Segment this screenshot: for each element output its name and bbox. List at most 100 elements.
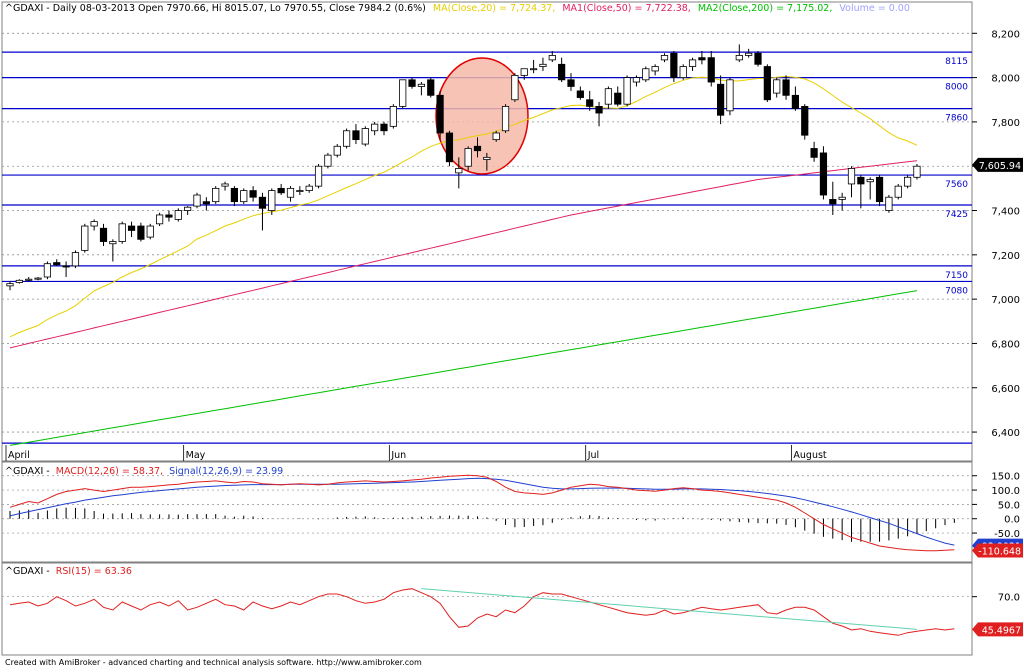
candle [455,157,463,189]
candle-body [258,196,267,209]
candle-body [155,214,164,225]
rsi-pane-border [1,562,973,656]
candle [595,101,603,127]
candle-body [286,187,295,198]
candle-body [483,156,491,160]
candle-body [707,57,715,83]
candle-body [530,68,538,71]
candle [763,64,771,102]
candle-body [642,68,650,81]
rsi-header: ^GDAXI - RSI(15) = 63.36 [5,566,132,577]
candle [212,186,220,204]
candle-body [875,176,884,203]
ma50-line [9,160,918,349]
last-price-label: 7,605.94 [979,161,1021,172]
candle [501,104,510,133]
candle-body [333,145,341,156]
candle-body [146,225,154,238]
candle [184,206,192,215]
y-tick-label: 8,200 [991,29,1020,40]
candle-body [614,92,622,105]
candle [417,82,426,96]
candle [25,276,33,282]
candle [165,210,173,222]
candle-body [53,262,61,266]
candle [473,137,482,158]
candle-body [417,83,426,87]
candle [670,51,678,83]
y-tick-label: 6,800 [991,339,1020,350]
title-text: ^GDAXI - Daily 08-03-2013 Open 7970.66, … [5,3,426,14]
candle-body [885,196,893,211]
candle-body [43,263,52,278]
candle-body [174,210,182,220]
candle-body [118,223,126,242]
macd-value-tag-label: -110.648 [978,546,1021,557]
candle [408,77,416,89]
candle-body [810,148,818,158]
candle [127,221,136,238]
candle [567,73,575,91]
y-tick-label: 7,000 [991,295,1020,306]
candle-body [427,79,435,96]
candle [819,146,828,200]
macd-tick-label: 150.0 [991,472,1020,483]
candle-body [894,185,902,198]
candle [427,77,435,98]
macd-gridlines [2,475,972,534]
candle [558,57,566,83]
macd-header-prefix: ^GDAXI - [5,466,50,477]
candle [511,73,519,102]
candle-body [838,196,846,200]
candle-body [90,221,98,227]
candle [642,66,650,83]
macd-tick-label: 50.0 [998,500,1020,511]
y-tick-label: 7,400 [991,207,1020,218]
candle-body [193,194,201,207]
level-label: 7860 [945,114,968,124]
candle-body [773,79,781,94]
candle [829,181,837,215]
candle [314,164,323,189]
candle [268,188,276,215]
candle [717,75,725,125]
candle-body [511,74,519,101]
candle [258,192,267,231]
candle-body [99,227,108,242]
candle-body [866,179,874,183]
candle [623,75,631,107]
candle-body [763,66,771,101]
candle-body [726,79,734,112]
candle [34,276,42,281]
candle [904,175,912,189]
candle-body [847,168,856,185]
candle-body [754,52,762,65]
candle [99,223,108,246]
candle-body [408,79,416,87]
candle [548,51,556,63]
rsi-axis: 70.0 45.4967 [972,593,1023,637]
candle [43,261,52,280]
candle [240,188,248,204]
candle [109,239,117,262]
candle [193,192,201,209]
candle-body [576,90,584,98]
candle [15,279,23,284]
candle [530,59,538,74]
candle [838,192,846,211]
candle-body [801,106,809,136]
month-label: April [8,450,30,461]
candle-body [71,252,80,267]
level-label: 7150 [945,271,968,281]
candle-body [473,145,482,152]
macd-tick-label: 100.0 [991,486,1020,497]
candle-body [212,187,220,203]
macd-header: ^GDAXI - MACD(12,26) = 58.37, Signal(12,… [5,466,283,477]
candle [539,57,547,71]
candle [155,212,164,227]
candle [688,57,697,71]
macd-legend: MACD(12,26) = 58.37, [56,466,163,477]
candle-body [745,52,753,56]
